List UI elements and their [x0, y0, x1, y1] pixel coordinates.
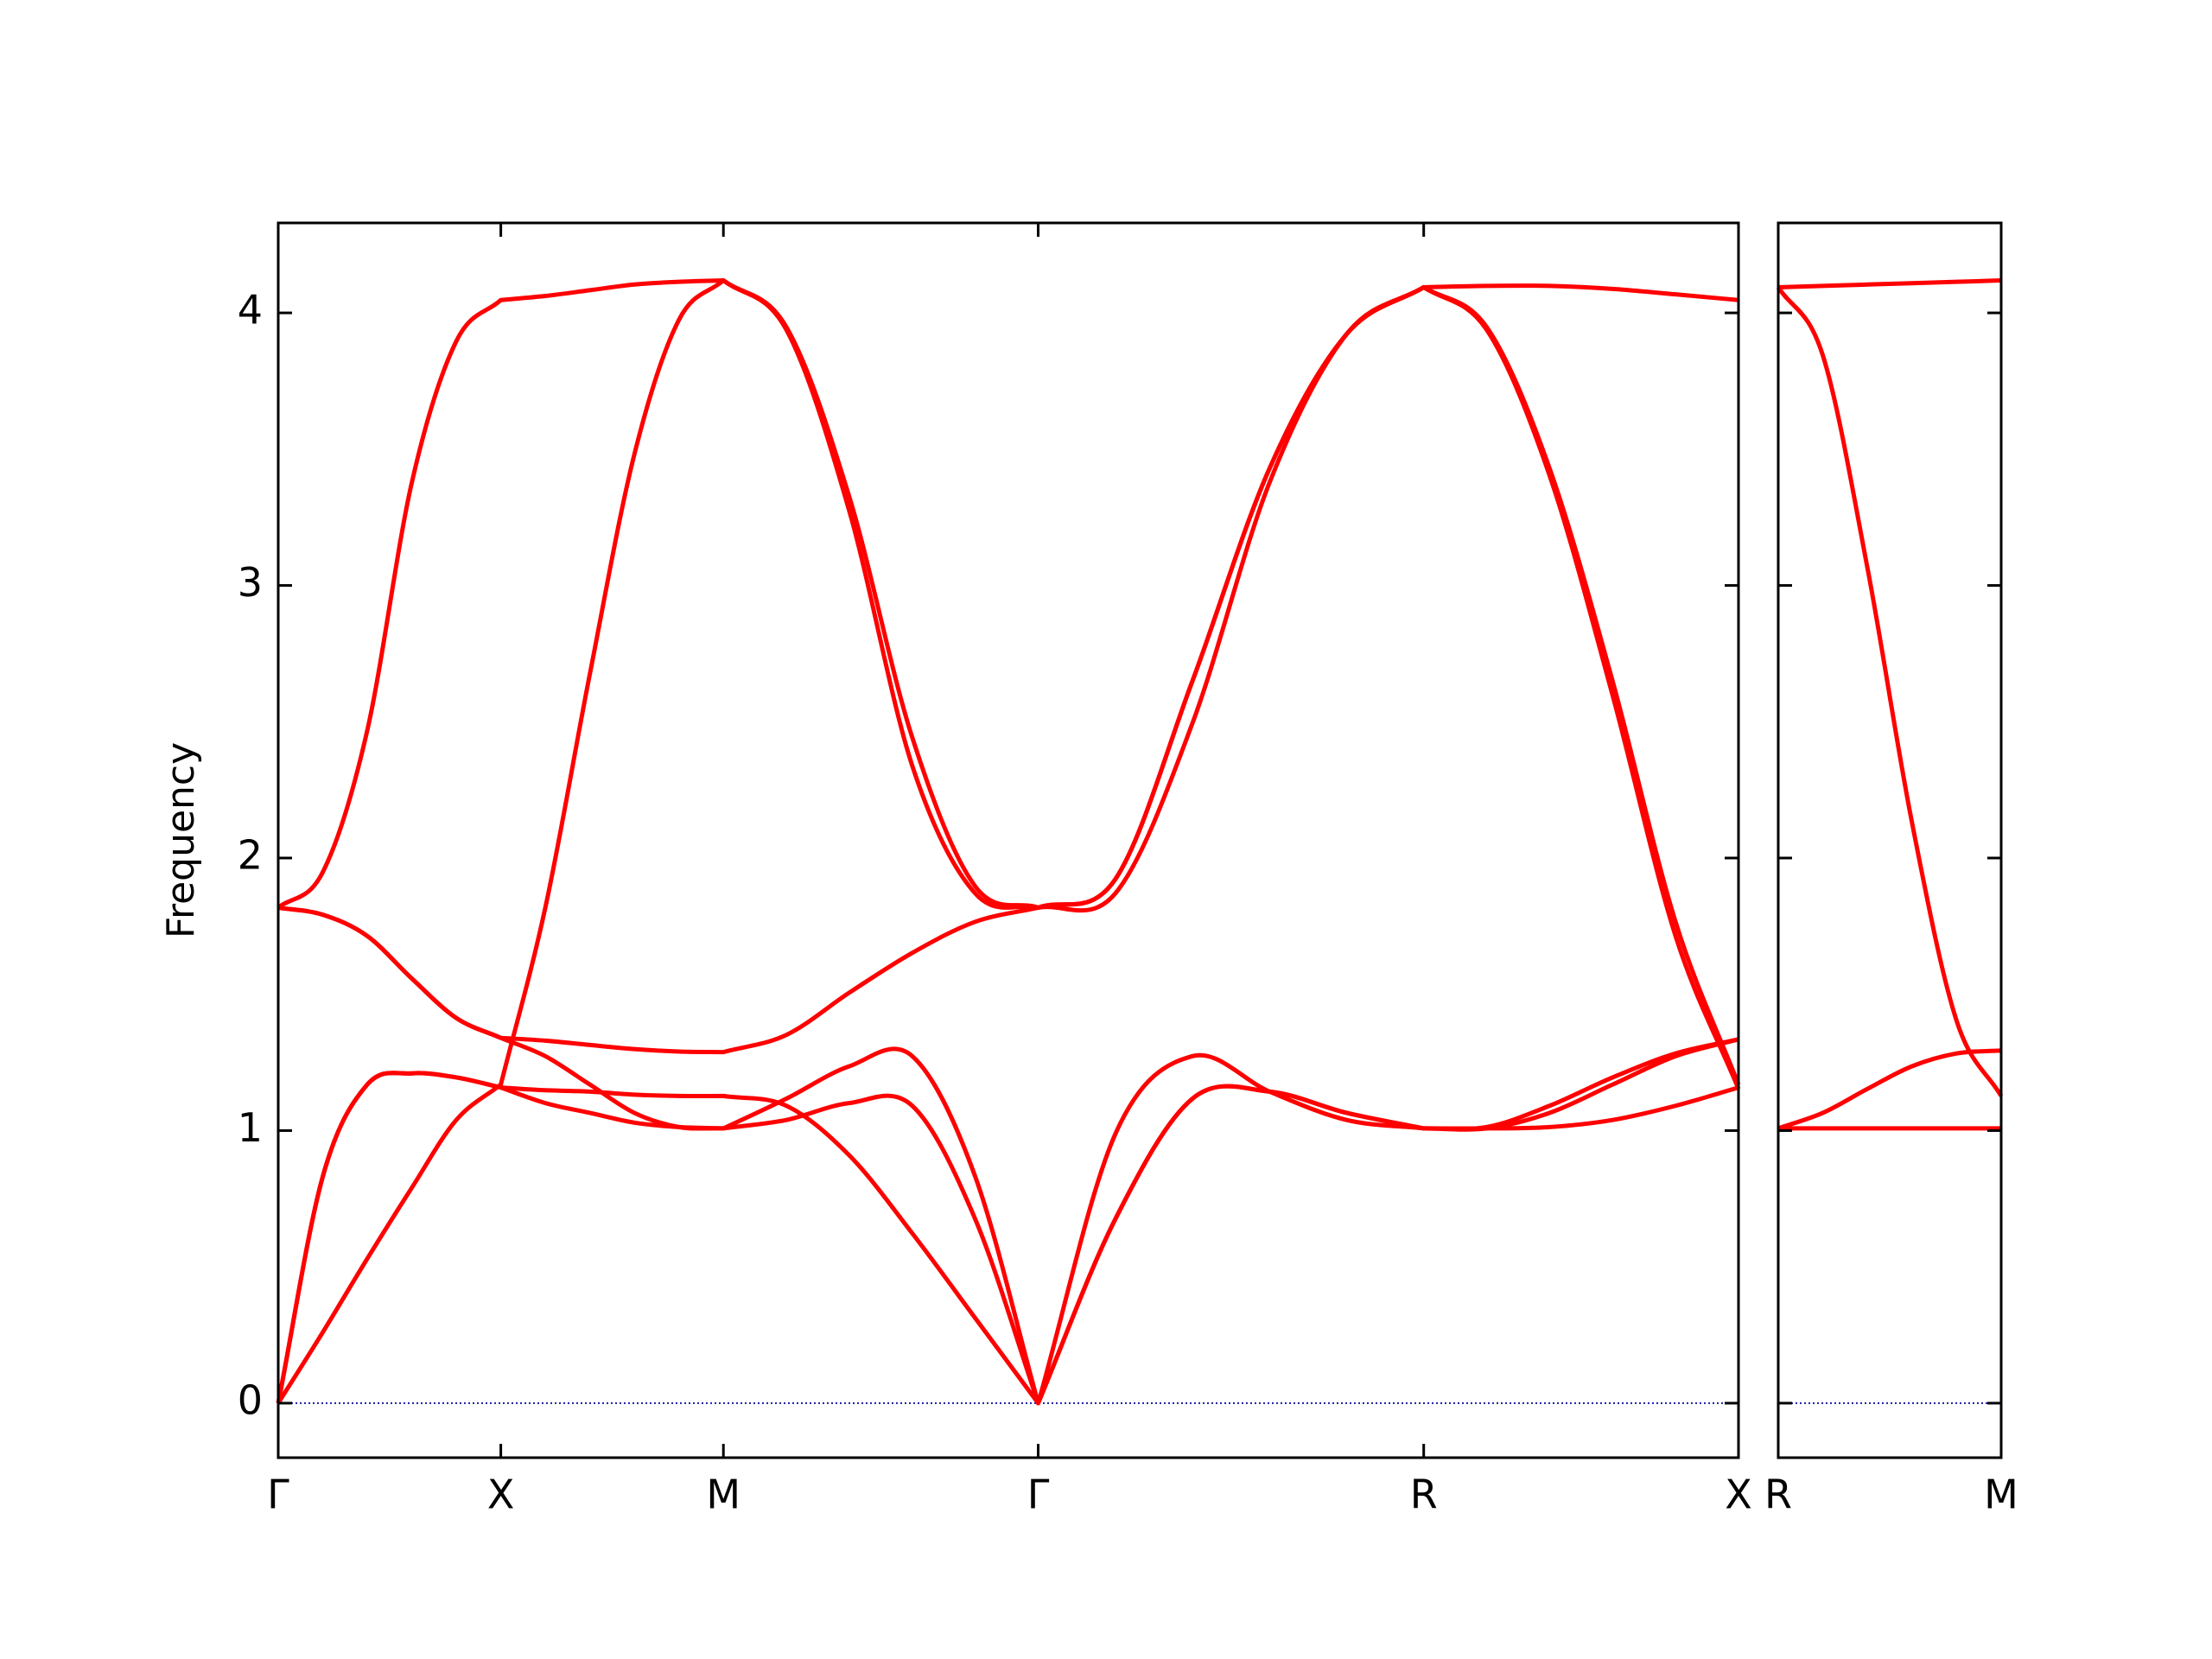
y-tick-label: 3 [238, 559, 263, 606]
y-tick-label: 1 [238, 1104, 263, 1151]
band-line [276, 1037, 1739, 1406]
y-tick-label: 2 [238, 832, 263, 879]
y-tick-label: 0 [238, 1376, 263, 1423]
x-tick-label: R [1764, 1471, 1792, 1518]
band-line [1776, 286, 2004, 1097]
plot-frame [1777, 221, 2003, 1459]
band-line [1777, 278, 2002, 289]
band-line [276, 278, 1741, 1405]
x-tick-label: R [1410, 1471, 1438, 1518]
x-tick-label: M [1984, 1471, 2018, 1518]
x-tick-label: X [487, 1471, 515, 1518]
x-tick-label: Γ [1027, 1471, 1050, 1518]
y-tick-label: 4 [238, 287, 263, 334]
x-tick-label: X [1725, 1471, 1752, 1518]
plot-frame [276, 221, 1740, 1459]
x-tick-label: M [706, 1471, 741, 1518]
y-axis-label: Frequency [159, 742, 203, 938]
x-tick-label: Γ [267, 1471, 289, 1518]
band-line [1777, 1048, 2002, 1131]
